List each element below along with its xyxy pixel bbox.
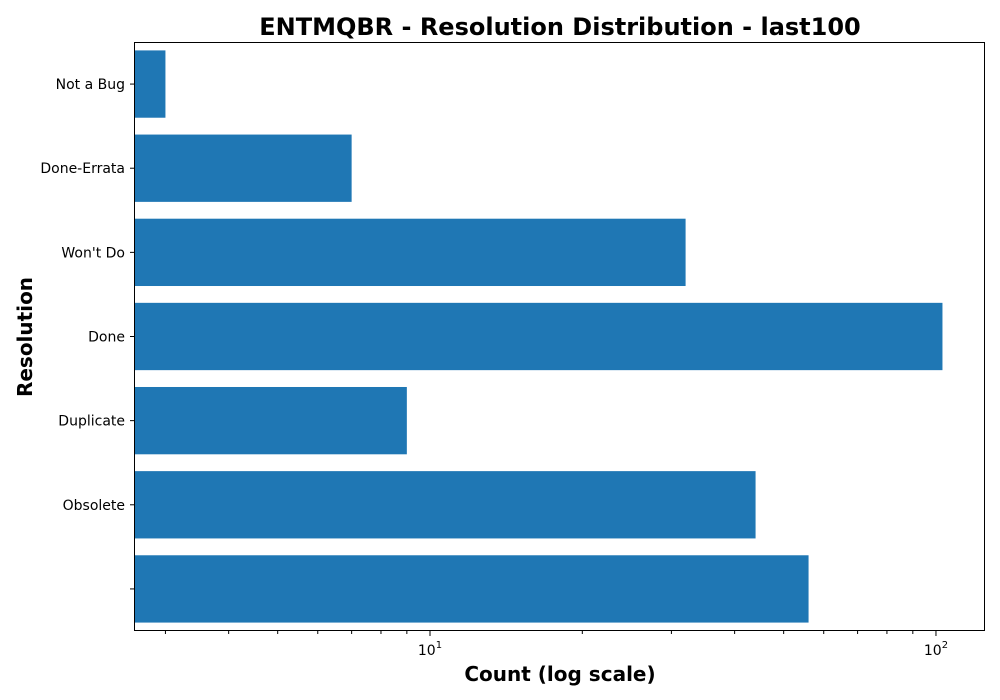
y-axis-ticks: Obsolete Duplicate Done Won't Do Done-Errata…: [40, 77, 134, 590]
x-tick-label: 101: [418, 640, 442, 659]
x-tick-label: 102: [924, 640, 948, 659]
y-tick-label: Done: [88, 330, 125, 346]
chart-title: ENTMQBR - Resolution Distribution - last…: [259, 13, 861, 41]
y-axis-title: Resolution: [13, 277, 37, 397]
x-tick-label-base: 10: [418, 643, 436, 659]
bar-obsolete: [134, 471, 756, 539]
x-tick-label-base: 10: [924, 643, 942, 659]
plot-area-frame: [134, 42, 985, 631]
bar-not-a-bug: [134, 50, 166, 118]
x-tick-label-exponent: 1: [436, 640, 442, 651]
y-tick-label: Done-Errata: [40, 161, 125, 177]
y-tick-label: Duplicate: [58, 414, 125, 430]
y-tick-label: Not a Bug: [56, 77, 125, 93]
x-axis-ticks: 101 102: [164, 631, 948, 659]
bars-layer: [134, 50, 943, 623]
y-tick-label: Won't Do: [61, 245, 125, 261]
bar-done-errata: [134, 134, 352, 202]
bar-duplicate: [134, 386, 407, 455]
x-tick-label-exponent: 2: [942, 640, 948, 651]
x-axis-title: Count (log scale): [464, 662, 655, 686]
bar-done: [134, 302, 943, 371]
y-tick-label: Obsolete: [63, 498, 125, 514]
bar-won-t-do: [134, 218, 686, 287]
bar-blank: [134, 555, 809, 623]
